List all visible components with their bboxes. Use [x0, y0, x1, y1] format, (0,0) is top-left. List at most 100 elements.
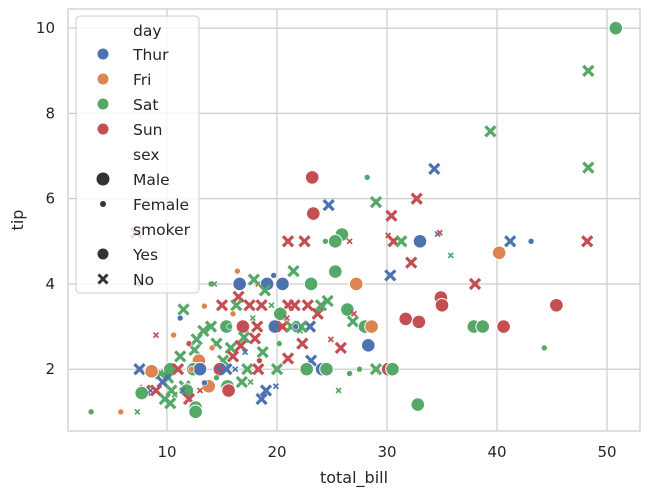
data-point — [412, 234, 428, 249]
legend-marker-fri — [97, 73, 109, 85]
data-point — [190, 333, 203, 346]
data-point — [226, 350, 240, 363]
data-point — [232, 290, 245, 303]
data-point — [410, 192, 423, 205]
data-point — [235, 319, 251, 334]
data-point — [405, 256, 418, 269]
legend-title-sex: sex — [133, 146, 160, 164]
data-point — [164, 397, 177, 410]
x-tick-label: 30 — [377, 443, 396, 461]
data-point — [385, 361, 400, 377]
y-tick-label: 10 — [36, 19, 55, 37]
data-point — [247, 378, 254, 386]
data-point — [213, 374, 220, 382]
data-point — [364, 319, 379, 334]
y-tick-label: 2 — [45, 360, 55, 378]
data-point — [251, 320, 264, 333]
data-point — [152, 331, 160, 339]
data-point — [258, 284, 272, 297]
data-point — [215, 299, 229, 312]
data-point — [220, 363, 233, 376]
data-point — [398, 311, 414, 327]
data-point — [581, 235, 594, 248]
x-tick-label: 50 — [597, 443, 616, 461]
data-point — [314, 299, 328, 312]
x-tick-label: 40 — [487, 443, 506, 461]
data-point — [303, 276, 319, 292]
data-point — [363, 174, 371, 181]
data-point — [133, 363, 146, 376]
data-point — [296, 327, 304, 334]
data-point — [255, 299, 268, 312]
data-point — [384, 269, 397, 282]
data-point — [484, 125, 497, 138]
legend-marker-no — [97, 273, 109, 285]
data-point — [275, 276, 290, 292]
data-point — [185, 340, 193, 347]
data-point — [171, 391, 178, 398]
data-point — [215, 366, 222, 373]
data-point — [504, 235, 517, 248]
data-point — [219, 319, 234, 334]
data-point — [117, 408, 125, 416]
data-point — [356, 365, 363, 373]
data-point — [134, 385, 149, 401]
data-point — [491, 245, 507, 261]
data-point — [237, 331, 251, 344]
tick-labels: 10 20 30 40 50 2 4 6 8 10 — [36, 19, 617, 461]
data-point — [540, 344, 548, 352]
data-point — [428, 162, 441, 175]
legend-label-sat: Sat — [133, 96, 158, 114]
legend-marker-sun — [97, 123, 109, 135]
data-point — [411, 314, 427, 330]
data-point — [87, 408, 95, 416]
legend-marker-male — [96, 172, 110, 186]
data-point — [350, 310, 358, 317]
y-axis-label: tip — [8, 210, 27, 231]
data-point — [144, 364, 159, 379]
data-point — [201, 302, 208, 310]
x-axis-label: total_bill — [320, 468, 388, 488]
data-point — [335, 387, 342, 394]
legend-box — [75, 15, 200, 294]
data-point — [229, 310, 237, 318]
data-point — [221, 383, 236, 398]
data-point — [348, 276, 364, 292]
data-point — [256, 357, 263, 364]
data-point — [134, 408, 141, 415]
y-tick-label: 4 — [45, 275, 55, 293]
data-point — [346, 315, 360, 328]
data-point — [306, 206, 321, 221]
data-points — [87, 20, 624, 420]
data-point — [475, 319, 491, 334]
data-point — [259, 384, 273, 397]
data-point — [288, 299, 301, 312]
legend-label-thur: Thur — [132, 46, 169, 64]
data-point — [322, 198, 335, 212]
legend-label-female: Female — [133, 196, 189, 214]
data-point — [582, 161, 595, 174]
data-point — [247, 273, 261, 286]
data-point — [196, 387, 204, 394]
data-point — [171, 363, 185, 376]
data-point — [369, 363, 383, 376]
data-point — [256, 346, 269, 359]
data-point — [241, 349, 249, 356]
data-point — [369, 195, 383, 209]
data-point — [174, 350, 187, 363]
data-point — [281, 235, 295, 248]
x-tick-label: 10 — [157, 443, 176, 461]
data-point — [230, 299, 243, 312]
data-point — [268, 302, 275, 309]
data-point — [346, 370, 353, 377]
data-point — [582, 64, 595, 77]
legend-label-yes: Yes — [132, 246, 158, 264]
data-point — [436, 229, 443, 236]
data-point — [232, 276, 247, 292]
data-point — [527, 238, 535, 245]
data-point — [270, 272, 278, 279]
data-point — [170, 331, 177, 339]
data-point — [410, 397, 426, 412]
data-point — [234, 339, 247, 352]
y-tick-label: 8 — [45, 104, 55, 122]
